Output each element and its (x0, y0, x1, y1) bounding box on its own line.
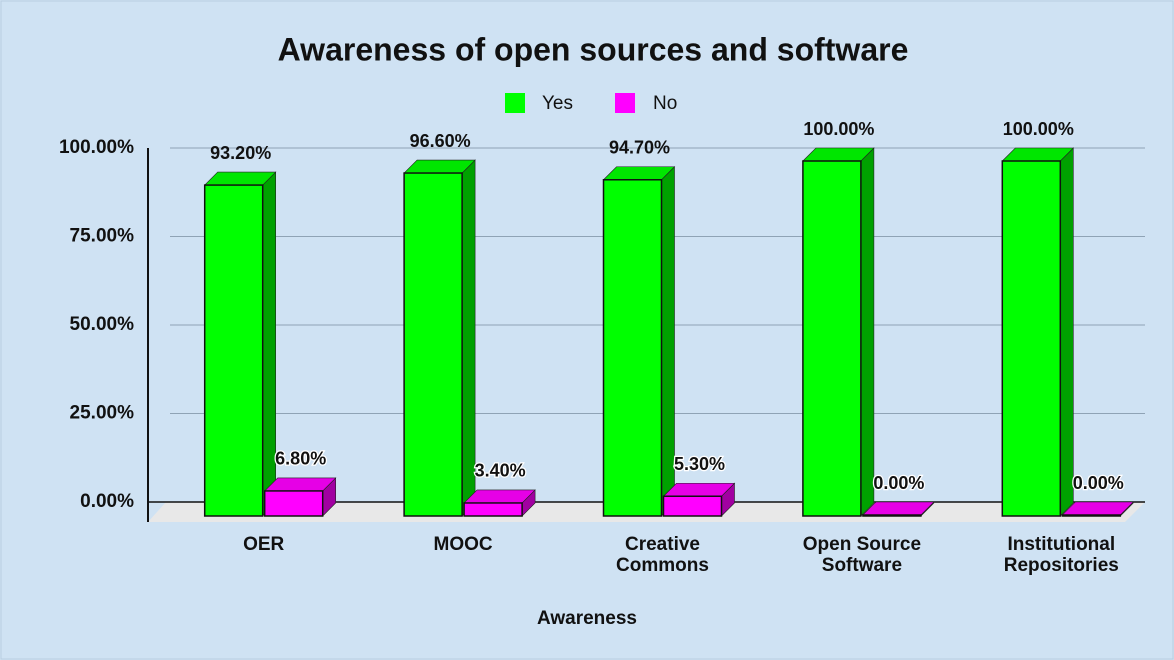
legend-label: Yes (542, 93, 573, 114)
bar-top (403, 159, 476, 174)
legend-swatch (615, 93, 635, 113)
bar-side (1060, 147, 1074, 517)
y-tick-label: 25.00% (70, 403, 135, 424)
bar-side (860, 147, 875, 517)
bar-3d (802, 147, 875, 517)
bar-top (602, 166, 676, 181)
bar-side (262, 171, 277, 517)
x-tick-label: Creative Commons (616, 534, 709, 576)
value-label: 96.60% (410, 131, 471, 151)
value-label: 93.20% (210, 143, 271, 163)
y-tick-label: 50.00% (70, 314, 135, 335)
value-label: 0.00% (1073, 473, 1124, 493)
bar (662, 495, 723, 517)
x-axis-label: Awareness (537, 608, 637, 629)
y-tick-label: 0.00% (80, 491, 134, 512)
value-label: 100.00% (1003, 119, 1074, 139)
bar (862, 514, 922, 517)
bar-side (461, 159, 476, 517)
bar-3d (463, 489, 536, 517)
bar (1001, 160, 1062, 517)
bar-3d (862, 501, 935, 517)
bar (802, 160, 862, 517)
bar (602, 179, 663, 517)
bar-3d (662, 482, 736, 517)
bar (463, 502, 523, 517)
bar-top (1001, 147, 1075, 162)
value-label: 0.00% (873, 473, 924, 493)
bar-3d (1061, 501, 1135, 517)
bar (203, 184, 264, 517)
bar-top (802, 147, 875, 162)
bar-top (263, 477, 337, 492)
bar-top (203, 171, 277, 186)
bar-3d (602, 166, 676, 517)
bar (403, 172, 463, 517)
x-tick-label: Open Source Software (802, 534, 922, 576)
x-tick-label: OER (243, 534, 285, 555)
bar-3d (1001, 147, 1075, 517)
bar (263, 490, 324, 517)
value-label: 6.80% (275, 449, 326, 469)
bar-top (463, 489, 536, 504)
bar-top (1061, 501, 1135, 516)
value-label: 94.70% (609, 138, 670, 158)
bar-3d (263, 477, 337, 517)
value-label: 100.00% (803, 119, 874, 139)
bar-3d (403, 159, 476, 517)
value-label: 3.40% (475, 461, 526, 481)
bar-side (661, 166, 675, 517)
bar-top (862, 501, 935, 516)
bar (1061, 514, 1122, 517)
x-tick-label: Institutional Repositories (1003, 534, 1119, 576)
bar-top (662, 482, 736, 497)
legend-label: No (653, 93, 677, 114)
y-tick-label: 75.00% (70, 226, 135, 247)
legend-swatch (505, 93, 525, 113)
bar-3d (203, 171, 277, 517)
x-tick-label: MOOC (433, 534, 493, 555)
y-tick-label: 100.00% (59, 137, 134, 158)
chart-title: Awareness of open sources and software (278, 31, 909, 67)
value-label: 5.30% (674, 454, 725, 474)
